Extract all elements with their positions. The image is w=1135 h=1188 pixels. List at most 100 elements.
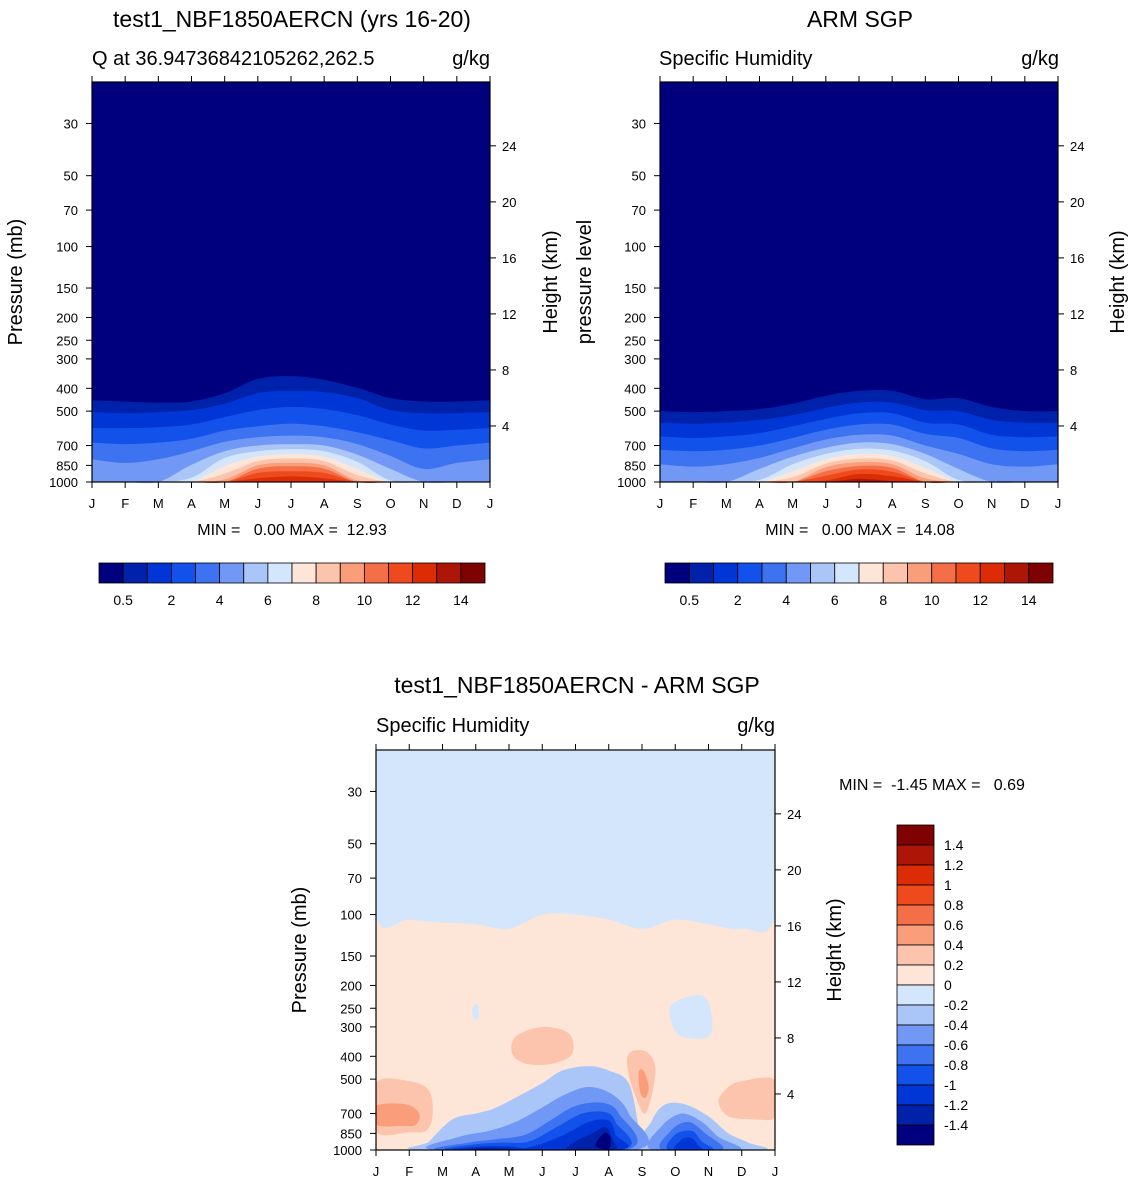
obs-x-tick-label: J [856,496,863,511]
diff-colorbar-label: 0.2 [944,957,964,973]
model-colorbar-label: 12 [405,592,421,608]
obs-y-tick-label: 300 [624,352,646,367]
model-y-right-tick-label: 24 [502,139,516,154]
model-colorbar: 0.5 2 4 6 8 10 12 14 [98,562,486,608]
model-y-tick-label: 70 [64,203,78,218]
obs-axes: J F M A M J J A S O N D J 30 50 70 100 150 200 250 300 400 500… [617,76,1084,511]
diff-y-right-tick-label: 20 [787,863,801,878]
diff-contour-region [595,1132,611,1150]
model-colorbar-swatch [388,562,414,584]
obs-colorbar-label: 2 [734,592,742,608]
model-y-tick-label: 250 [56,333,78,348]
diff-colorbar-label: -1.4 [944,1117,968,1133]
model-y-tick-label: 100 [56,240,78,255]
diff-filled-contours [376,750,775,1150]
obs-x-tick-label: N [987,496,996,511]
obs-y-right-tick-label: 20 [1070,195,1084,210]
model-colorbar-swatch [243,562,269,584]
obs-title: ARM SGP [807,6,913,32]
model-colorbar-label: 14 [453,592,469,608]
diff-y-tick-label: 1000 [333,1143,362,1158]
obs-y-right-axis-label: Height (km) [1107,230,1129,333]
diff-contour-region [718,1077,775,1121]
obs-x-tick-label: A [888,496,897,511]
diff-y-tick-label: 500 [340,1072,362,1087]
obs-x-tick-label: D [1020,496,1029,511]
diff-colorbar-swatch [896,904,935,926]
diff-y-right-tick-label: 12 [787,975,801,990]
diff-y-tick-label: 850 [340,1126,362,1141]
diff-colorbar-label: -1 [944,1077,957,1093]
obs-colorbar-swatch [688,562,714,584]
diff-x-tick-label: J [572,1164,579,1179]
obs-y-tick-label: 850 [624,458,646,473]
diff-x-tick-label: F [405,1164,413,1179]
obs-colorbar-label: 14 [1021,592,1037,608]
diff-x-tick-label: O [670,1164,680,1179]
diff-x-tick-label: M [437,1164,448,1179]
diff-y-axis-label: Pressure (mb) [289,887,311,1014]
obs-x-tick-label: J [1055,496,1062,511]
diff-colorbar-label: 1.4 [944,837,964,853]
obs-colorbar-label: 10 [924,592,940,608]
diff-colorbar-label: 0.4 [944,937,964,953]
obs-y-right-tick-label: 8 [1070,363,1077,378]
obs-colorbar-swatch [882,562,908,584]
model-y-tick-label: 200 [56,310,78,325]
obs-y-tick-label: 250 [624,333,646,348]
obs-y-tick-label: 1000 [617,475,646,490]
model-colorbar-swatch [146,562,172,584]
model-y-right-axis-label: Height (km) [540,230,562,333]
model-y-right-tick-label: 20 [502,195,516,210]
obs-y-tick-label: 400 [624,381,646,396]
model-y-right-tick-label: 4 [502,419,509,434]
diff-y-tick-label: 50 [348,837,362,852]
model-colorbar-label: 0.5 [113,592,133,608]
model-x-tick-label: J [288,496,295,511]
diff-axes: J F M A M J J A S O N D J 30 50 70 100 150 200 250 300 400 500… [333,744,801,1179]
obs-x-tick-label: J [823,496,830,511]
diff-y-right-tick-label: 24 [787,807,801,822]
diff-contour-region [376,750,775,933]
model-subtitle-left: Q at 36.94736842105262,262.5 [92,48,374,70]
diff-y-tick-label: 250 [340,1001,362,1016]
obs-colorbar: 0.5 2 4 6 8 10 12 14 [664,562,1054,608]
obs-y-axis-label: pressure level [574,220,596,345]
diff-y-tick-label: 700 [340,1107,362,1122]
model-y-tick-label: 1000 [49,475,78,490]
diff-colorbar-swatch [896,984,935,1006]
obs-subtitle-left: Specific Humidity [659,48,812,70]
model-x-tick-label: S [353,496,362,511]
model-colorbar-swatch [363,562,389,584]
obs-colorbar-swatch [1028,562,1054,584]
diff-x-tick-label: J [539,1164,546,1179]
obs-y-tick-label: 200 [624,310,646,325]
diff-contour-region [674,1137,704,1150]
obs-colorbar-swatch [713,562,739,584]
panel-obs: ARM SGP Specific Humidity g/kg J F M A M J J A S… [574,6,1129,608]
diff-colorbar-label: -0.6 [944,1037,968,1053]
model-y-tick-label: 400 [56,381,78,396]
diff-colorbar-label: 0 [944,977,952,993]
model-filled-contours [92,82,490,484]
obs-colorbar-label: 0.5 [680,592,700,608]
model-y-tick-label: 500 [56,404,78,419]
model-y-tick-label: 300 [56,352,78,367]
diff-colorbar-swatch [896,944,935,966]
model-colorbar-label: 2 [167,592,175,608]
diff-colorbar-label: -1.2 [944,1097,968,1113]
model-axes: J F M A M J J A S O N D J 30 50 70 100 150 200 250 300 400 500… [49,76,516,511]
obs-x-tick-label: F [689,496,697,511]
model-y-right-tick-label: 16 [502,251,516,266]
diff-colorbar-label: 0.8 [944,897,964,913]
model-colorbar-swatch [267,562,293,584]
obs-y-tick-label: 70 [632,203,646,218]
diff-y-right-axis-label: Height (km) [824,898,846,1001]
diff-colorbar-label: 0.6 [944,917,964,933]
diff-contour-region [376,1103,420,1127]
diff-contour-region [669,994,713,1039]
diff-colorbar-swatch [896,1044,935,1066]
model-contour-plot: J F M A M J J A S O N D J 30 50 70 100 150 200 250 300 400 500… [49,76,516,511]
diff-colorbar-swatch [896,864,935,886]
diff-colorbar-swatch [896,1084,935,1106]
